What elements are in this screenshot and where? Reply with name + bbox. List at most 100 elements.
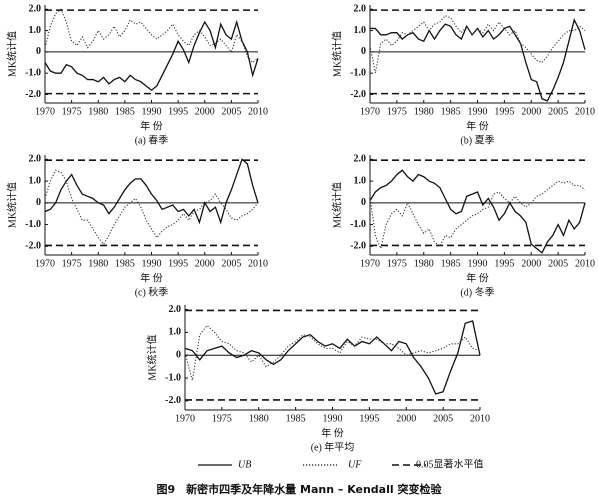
y-tick-label: 2.0 (354, 4, 367, 15)
x-tick-label: 1980 (414, 106, 434, 117)
legend-label: UB (238, 459, 251, 470)
series-line (369, 180, 586, 251)
x-tick-label: 1975 (62, 106, 82, 117)
y-tick-label: 0 (36, 46, 41, 57)
y-axis-label: MK统计值 (5, 182, 18, 228)
y-tick-label: -1.0 (25, 67, 41, 78)
x-tick-label: 1980 (88, 106, 108, 117)
x-tick-label: 1970 (175, 413, 195, 424)
x-tick-label: 1995 (359, 413, 379, 424)
y-tick-label: 2.0 (354, 154, 367, 165)
x-tick-label: 1995 (168, 258, 188, 269)
y-tick-label: 2.0 (169, 304, 182, 315)
y-axis-label: MK统计值 (330, 31, 343, 77)
series-line (370, 18, 586, 102)
x-tick-label: 1985 (115, 106, 135, 117)
y-tick-label: -2.0 (25, 241, 41, 252)
y-tick-label: -2.0 (350, 89, 366, 100)
series-line (369, 14, 586, 74)
x-tick-label: 1980 (88, 258, 108, 269)
x-tick-label: 2000 (195, 258, 215, 269)
x-tick-label: 1970 (35, 258, 55, 269)
y-tick-label: 0 (361, 46, 366, 57)
x-tick-label: 1990 (468, 258, 488, 269)
x-tick-label: 1990 (323, 413, 343, 424)
y-tick-label: 2.0 (29, 154, 42, 165)
y-axis-label: MK统计值 (5, 31, 18, 77)
x-tick-label: 2005 (221, 258, 241, 269)
x-tick-label: 1970 (35, 106, 55, 117)
x-tick-label: 1975 (62, 258, 82, 269)
x-tick-label: 1990 (142, 106, 162, 117)
series-line (44, 158, 259, 225)
x-tick-label: 1980 (249, 413, 269, 424)
subtitle: (c) 秋季 (135, 285, 169, 298)
series-line (44, 8, 259, 64)
x-tick-label: 2005 (548, 258, 568, 269)
x-tick-label: 1990 (142, 258, 162, 269)
legend-label: 0.05显著水平值 (416, 457, 484, 470)
x-tick-label: 1990 (468, 106, 488, 117)
x-tick-label: 2010 (248, 106, 268, 117)
series-line (184, 320, 481, 395)
subtitle: (d) 冬季 (460, 285, 494, 298)
subtitle: (a) 春季 (135, 134, 169, 146)
x-tick-label: 2000 (521, 258, 541, 269)
x-axis-label: 年 份 (140, 271, 163, 284)
y-tick-label: 1.0 (354, 25, 367, 36)
series-line (44, 19, 259, 92)
x-tick-label: 1995 (494, 258, 514, 269)
x-tick-label: 1985 (441, 106, 461, 117)
y-tick-label: 2.0 (29, 4, 42, 15)
x-tick-label: 1995 (494, 106, 514, 117)
x-axis-label: 年 份 (466, 271, 489, 284)
y-tick-label: -1.0 (165, 372, 181, 383)
x-tick-label: 1985 (286, 413, 306, 424)
y-tick-label: -2.0 (25, 89, 41, 100)
x-axis-label: 年 份 (140, 119, 163, 132)
subtitle: (e) 年平均 (311, 440, 355, 453)
y-tick-label: -2.0 (350, 241, 366, 252)
y-tick-label: 1.0 (29, 25, 42, 36)
x-tick-label: 1970 (360, 106, 380, 117)
series-line (44, 169, 259, 246)
x-tick-label: 2010 (470, 413, 490, 424)
y-tick-label: 0 (176, 350, 181, 361)
x-tick-label: 1975 (212, 413, 232, 424)
x-tick-label: 2000 (396, 413, 416, 424)
y-tick-label: 1.0 (354, 175, 367, 186)
y-tick-label: -1.0 (350, 67, 366, 78)
x-tick-label: 2010 (575, 258, 595, 269)
x-axis-label: 年 份 (321, 426, 344, 439)
x-tick-label: 1980 (414, 258, 434, 269)
x-tick-label: 2005 (433, 413, 453, 424)
x-tick-label: 1985 (115, 258, 135, 269)
x-tick-label: 2000 (521, 106, 541, 117)
y-axis-label: MK统计值 (330, 182, 343, 228)
y-axis-label: MK统计值 (145, 334, 158, 380)
legend-label: UF (348, 459, 362, 470)
x-tick-label: 2010 (248, 258, 268, 269)
y-tick-label: -1.0 (25, 219, 41, 230)
series-line (184, 324, 481, 381)
series-line (369, 169, 586, 254)
x-tick-label: 1985 (441, 258, 461, 269)
y-tick-label: 1.0 (169, 327, 182, 338)
x-tick-label: 1995 (168, 106, 188, 117)
x-tick-label: 1975 (387, 258, 407, 269)
x-tick-label: 2005 (221, 106, 241, 117)
figure-caption: 图9 新密市四季及年降水量 Mann – Kendall 突变检验 (157, 482, 443, 496)
y-tick-label: 1.0 (29, 175, 42, 186)
x-tick-label: 1975 (387, 106, 407, 117)
y-tick-label: -2.0 (165, 395, 181, 406)
x-tick-label: 2005 (548, 106, 568, 117)
x-tick-label: 1970 (360, 258, 380, 269)
subtitle: (b) 夏季 (460, 134, 494, 146)
y-tick-label: 0 (36, 197, 41, 208)
x-tick-label: 2010 (575, 106, 595, 117)
x-axis-label: 年 份 (466, 119, 489, 132)
y-tick-label: -1.0 (350, 219, 366, 230)
y-tick-label: 0 (361, 197, 366, 208)
x-tick-label: 2000 (195, 106, 215, 117)
